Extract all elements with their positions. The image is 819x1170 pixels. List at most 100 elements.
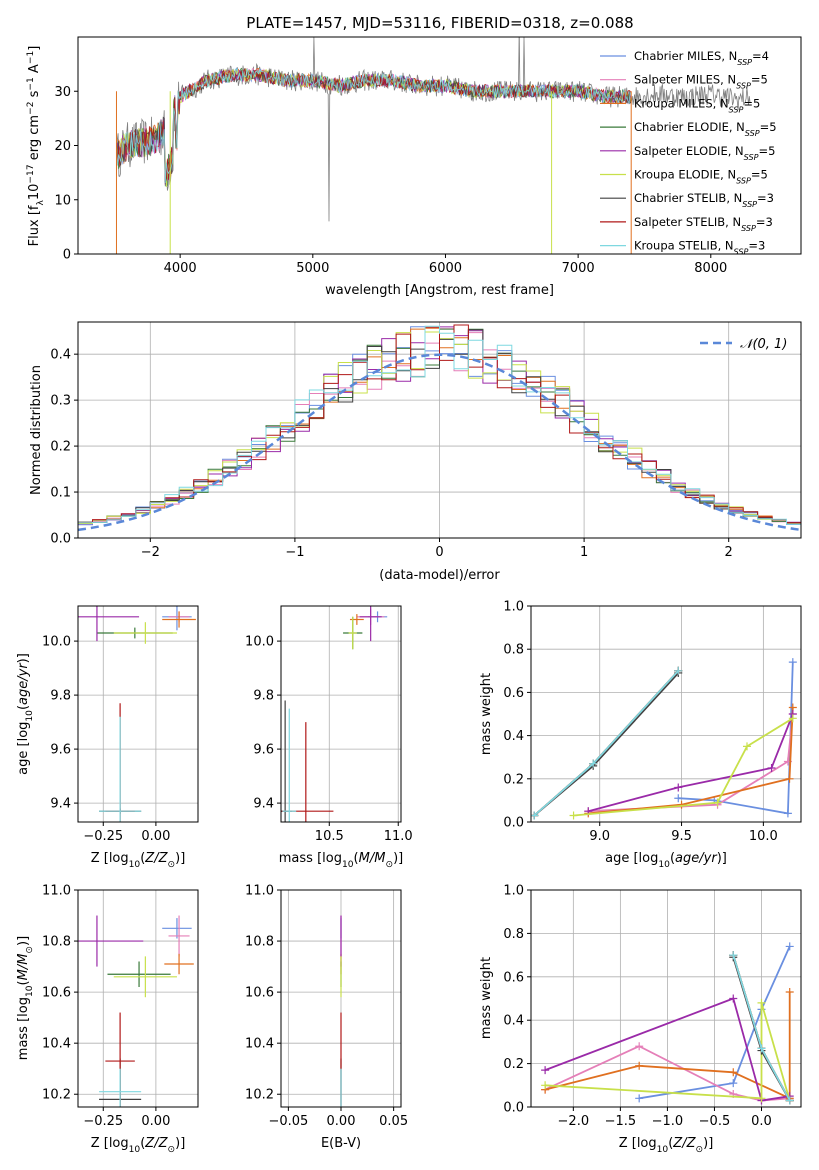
label-part: mass [log <box>16 997 31 1060</box>
y-tick-label: 0.4 <box>503 1014 524 1029</box>
label-part: ⊙ <box>385 860 393 870</box>
x-tick-label: 7000 <box>562 261 595 276</box>
data-point <box>348 616 357 650</box>
legend-entry-label: Chabrier ELODIE, NSSP=5 <box>634 120 777 138</box>
weight-marker <box>729 1079 738 1088</box>
weight-vs-Z-content <box>541 942 794 1105</box>
x-tick-label: 0.00 <box>141 829 170 844</box>
label-part: Z [log <box>619 1136 657 1151</box>
y-tick-label: 10.2 <box>245 1088 274 1103</box>
label-part: ( <box>140 1136 145 1151</box>
label-part: Z [log <box>91 1136 129 1151</box>
weight-marker <box>589 759 598 768</box>
label-part: Flux [f <box>27 205 42 246</box>
label-part: 10 <box>657 1145 669 1155</box>
y-tick-label: 0.2 <box>50 440 71 455</box>
label-part: Z/Z <box>672 1136 696 1151</box>
weight-marker <box>729 1068 738 1077</box>
x-tick-label: 1 <box>580 545 588 560</box>
weight-marker <box>783 809 792 818</box>
x-tick-label: 9.0 <box>589 829 610 844</box>
x-tick-label: 0.05 <box>379 1114 408 1129</box>
label-part: s <box>27 90 42 101</box>
label-part: 10 <box>342 860 354 870</box>
x-tick-label: −1.0 <box>652 1114 684 1129</box>
age-vs-Z-frame: −0.25 0.009.49.69.810.0Z [log10(Z/Z⊙)]age… <box>16 605 199 870</box>
x-tick-label: 0.0 <box>751 1114 772 1129</box>
plot-area <box>531 606 801 822</box>
mass-vs-ebv-axes <box>281 889 401 1107</box>
legend-entry-label: Salpeter MILES, NSSP=5 <box>634 73 768 91</box>
data-point <box>162 918 192 939</box>
label-part: −17 <box>26 164 36 183</box>
weight-marker <box>541 1081 550 1090</box>
label-part: =5 <box>760 120 777 134</box>
weight-marker <box>785 987 794 996</box>
weight-vs-age-axes <box>531 605 801 823</box>
data-point <box>162 611 196 628</box>
weight-marker <box>767 764 776 772</box>
label-part: SSP <box>741 223 756 232</box>
spectrum-frame: 4000 5000 6000 7000 8000 0 10 20 30 wavelength [A… <box>26 36 802 298</box>
y-tick-label: 0.8 <box>503 927 524 942</box>
label-part: −1 <box>26 51 36 64</box>
x-tick-label: −0.05 <box>268 1114 308 1129</box>
weight-marker <box>788 658 797 667</box>
weight-marker <box>757 1044 766 1053</box>
weight-series <box>584 710 797 816</box>
weight-series <box>541 987 794 1103</box>
label-part: SSP <box>745 129 760 138</box>
weight-marker <box>757 998 766 1007</box>
weight-marker <box>785 774 794 783</box>
plot-area <box>531 890 801 1107</box>
legend-entry-label: Salpeter ELODIE, NSSP=5 <box>634 144 775 162</box>
label-part: Chabrier ELODIE, N <box>634 120 745 134</box>
label-part: Kroupa MILES, N <box>634 96 729 110</box>
y-tick-label: 1.0 <box>503 884 524 899</box>
label-part: Salpeter MILES, N <box>634 73 736 87</box>
label-part: Kroupa STELIB, N <box>634 239 734 253</box>
label-part: )] <box>175 851 185 866</box>
weight-marker <box>743 742 751 751</box>
y-tick-label: 9.4 <box>50 797 71 812</box>
label-part: ⊙ <box>168 860 176 870</box>
x-tick-label: 8000 <box>694 261 727 276</box>
y-tick-label: 0.8 <box>503 643 524 658</box>
label-part: =3 <box>748 239 765 253</box>
x-tick-label: 10.5 <box>315 829 344 844</box>
y-tick-label: 0.2 <box>503 1057 524 1072</box>
data-point <box>78 915 144 967</box>
residual-histogram <box>78 325 801 525</box>
weight-line <box>544 997 790 1102</box>
x-tick-label: −2 <box>141 545 160 560</box>
weight-vs-age-content <box>531 658 797 820</box>
y-tick-label: 10.6 <box>245 986 274 1001</box>
mass-vs-Z-content <box>78 915 194 1107</box>
label-part: )] <box>16 936 31 946</box>
x-tick-label: 5000 <box>296 261 329 276</box>
y-tick-label: 0.3 <box>50 394 71 409</box>
data-point <box>359 606 382 642</box>
label-part: )] <box>175 1136 185 1151</box>
axes-frame <box>77 605 199 823</box>
label-part: ] <box>27 46 42 51</box>
x-tick-label: −1.5 <box>605 1114 637 1129</box>
mass-vs-ebv-frame: −0.05 0.00 0.05 10.2 10.4 10.6 10.8 11.0 E(B-V) <box>245 884 408 1152</box>
y-tick-label: 10.6 <box>42 986 71 1001</box>
y-tick-label: 0.4 <box>50 348 71 363</box>
x-tick-label: 9.5 <box>671 829 692 844</box>
x-tick-label: −2.0 <box>558 1114 590 1129</box>
y-tick-label: 10 <box>54 193 71 208</box>
x-tick-label: −1 <box>285 545 304 560</box>
residuals-axes <box>78 322 801 539</box>
label-part: ( <box>16 980 31 985</box>
label-part: Z [log <box>91 851 129 866</box>
label-part: 10 <box>129 860 141 870</box>
y-tick-label: 10.4 <box>42 1037 71 1052</box>
y-tick-label: 9.8 <box>253 689 274 704</box>
y-tick-label: 1.0 <box>503 600 524 615</box>
y-tick-label: 0.1 <box>50 486 71 501</box>
x-axis-label: wavelength [Angstrom, rest frame] <box>325 283 554 298</box>
weight-marker <box>785 1096 794 1105</box>
